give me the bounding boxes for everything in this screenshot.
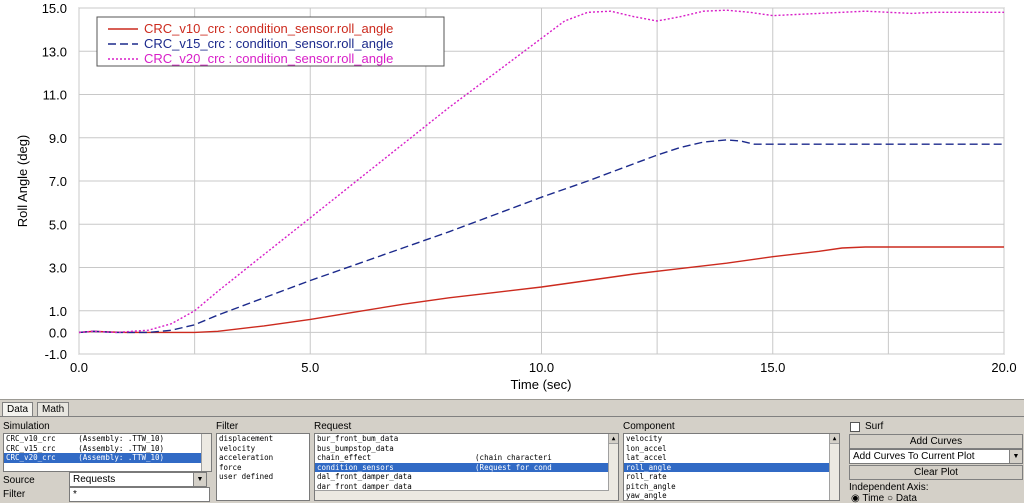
filter-value: * <box>73 489 77 500</box>
radio-unselected-icon[interactable]: ○ <box>886 493 894 504</box>
roll-angle-chart: 15.013.011.09.07.05.03.01.00.0-1.00.0 5.0… <box>15 1 1017 392</box>
component-list-item[interactable]: lon_accel <box>626 443 667 453</box>
tick-labels: 15.013.011.09.07.05.03.01.00.0-1.00.0 5.0… <box>42 1 1017 375</box>
add-mode-value: Add Curves To Current Plot <box>853 451 975 462</box>
y-tick-label: 0.0 <box>49 325 67 340</box>
x-tick-label: 5.0 <box>301 360 319 375</box>
y-tick-label: 15.0 <box>42 1 67 16</box>
x-tick-label: 15.0 <box>760 360 785 375</box>
y-tick-label: 13.0 <box>42 44 67 59</box>
clear-plot-button[interactable]: Clear Plot <box>849 465 1023 480</box>
request-list-item[interactable]: bus_bumpstop_data <box>317 443 394 453</box>
request-horizontal-scrollbar[interactable] <box>315 490 609 500</box>
filter-list-label: Filter <box>216 421 239 432</box>
x-tick-label: 10.0 <box>529 360 554 375</box>
surf-label: Surf <box>865 421 884 432</box>
source-label: Source <box>3 475 35 486</box>
scroll-up-icon[interactable]: ▲ <box>609 434 618 444</box>
series-line-1 <box>78 246 1004 334</box>
source-value: Requests <box>73 474 116 485</box>
filter-list[interactable]: displacement velocity acceleration force use… <box>216 433 310 501</box>
simulation-list-item[interactable]: CRC_v10_crc (Assembly: .TTW_10) <box>6 434 165 443</box>
add-curves-button[interactable]: Add Curves <box>849 434 1023 449</box>
filter-list-item[interactable]: displacement <box>219 434 274 443</box>
y-tick-label: -1.0 <box>45 347 67 362</box>
independent-axis-label: Independent Axis: <box>849 482 929 493</box>
tab-data[interactable]: Data <box>2 402 34 416</box>
component-list-item[interactable]: pitch_angle <box>626 481 676 491</box>
add-mode-select[interactable]: Add Curves To Current Plot ▼ <box>849 449 1023 464</box>
request-list-item[interactable]: dar_front_damper_data <box>317 481 412 491</box>
y-tick-label: 9.0 <box>49 131 67 146</box>
legend: CRC_v10_crc : condition_sensor.roll_angl… <box>96 16 445 67</box>
radio-selected-icon[interactable]: ◉ <box>851 493 860 504</box>
component-list-item[interactable]: yaw_angle <box>626 491 667 500</box>
filter-list-item[interactable]: force <box>219 462 242 472</box>
series-line-3 <box>78 9 1004 334</box>
simulation-list-item[interactable]: CRC_v20_crc (Assembly: .TTW_10) <box>4 453 211 463</box>
axis-data-label: Data <box>895 493 917 504</box>
y-tick-label: 3.0 <box>49 261 67 276</box>
legend-entry-label: CRC_v20_crc : condition_sensor.roll_angl… <box>144 51 393 66</box>
tab-divider <box>0 416 1024 417</box>
y-tick-label: 5.0 <box>49 217 67 232</box>
x-tick-label: 20.0 <box>991 360 1016 375</box>
chevron-down-icon[interactable]: ▼ <box>1009 450 1022 463</box>
filter-list-item[interactable]: acceleration <box>219 453 274 462</box>
y-tick-label: 11.0 <box>43 88 67 103</box>
source-select[interactable]: Requests ▼ <box>69 472 207 487</box>
series-line-2 <box>78 139 1004 334</box>
legend-entry-label: CRC_v15_crc : condition_sensor.roll_angl… <box>144 36 393 51</box>
y-tick-label: 7.0 <box>49 174 67 189</box>
filter-list-item[interactable]: velocity <box>219 443 256 453</box>
filter-label: Filter <box>3 489 26 500</box>
simulation-label: Simulation <box>3 421 50 432</box>
tab-math[interactable]: Math <box>37 402 70 416</box>
component-list-item[interactable]: velocity <box>626 434 663 443</box>
request-list-item[interactable]: chain_effect (chain characteri <box>317 453 552 462</box>
request-list-item[interactable]: condition_sensors (Request for cond <box>315 462 618 472</box>
component-list-item[interactable]: roll_rate <box>626 472 667 481</box>
surf-checkbox[interactable] <box>850 422 860 432</box>
y-tick-label: 1.0 <box>49 304 67 319</box>
legend-box <box>96 16 445 67</box>
x-tick-label: 0.0 <box>70 360 88 375</box>
y-axis-title: Roll Angle (deg) <box>15 135 30 228</box>
request-list-item[interactable]: bur_front_bum_data <box>317 434 399 443</box>
axis-time-label: Time <box>862 493 885 504</box>
series-lines <box>78 9 1004 334</box>
request-list[interactable]: bur_front_bum_data bus_bumpstop_data chain… <box>314 433 619 501</box>
component-list-item[interactable]: lat_accel <box>626 453 667 462</box>
data-browser-panel: Data Math Simulation CRC_v10_crc (Assemb… <box>0 399 1024 504</box>
legend-entry-label: CRC_v10_crc : condition_sensor.roll_angl… <box>144 21 393 36</box>
scroll-up-icon[interactable]: ▲ <box>830 434 839 444</box>
request-list-item[interactable]: dal_front_damper_data <box>317 472 412 481</box>
component-list-item[interactable]: roll_angle <box>624 462 839 472</box>
component-list[interactable]: velocity lon_accel lat_accel roll_angle roll… <box>623 433 840 501</box>
component-label: Component <box>623 421 675 432</box>
grid-lines <box>78 7 1005 355</box>
filter-input[interactable]: * <box>69 487 210 502</box>
chevron-down-icon[interactable]: ▼ <box>193 473 206 486</box>
request-label: Request <box>314 421 352 432</box>
x-axis-title: Time (sec) <box>511 377 572 392</box>
simulation-list-item[interactable]: CRC_v15_crc (Assembly: .TTW_10) <box>6 443 165 453</box>
simulation-scrollbar[interactable] <box>201 434 211 471</box>
simulation-list[interactable]: CRC_v10_crc (Assembly: .TTW_10) CRC_v15_c… <box>3 433 212 472</box>
filter-list-item[interactable]: user defined <box>219 472 274 481</box>
component-scrollbar[interactable]: ▲ <box>829 434 839 500</box>
plot-area: 15.0 13.0 11.0 9.0 7.0 5.0 3.0 1.0 0.0 -1.0 0.0 5.0… <box>15 1 1017 392</box>
axis-time-radio[interactable]: ◉ Time ○ Data <box>851 493 917 504</box>
request-vertical-scrollbar[interactable]: ▲ <box>608 434 618 500</box>
